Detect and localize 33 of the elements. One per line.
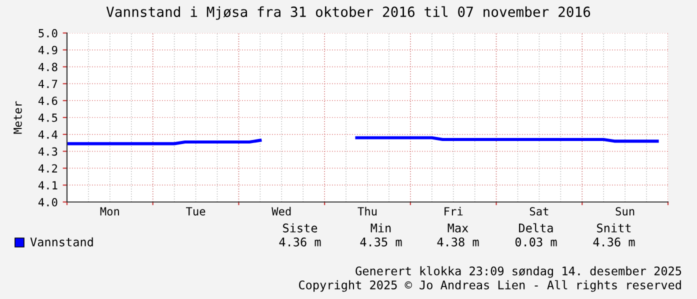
x-tick-label: Sat bbox=[530, 207, 548, 216]
text: Min bbox=[370, 223, 391, 232]
text: 4.36 m bbox=[279, 238, 321, 246]
text: Generert klokka 23:09 søndag 14. desember 2025 bbox=[356, 266, 682, 278]
y-tick-label: 5.0 bbox=[38, 29, 58, 38]
text: Siste bbox=[283, 223, 318, 232]
y-tick-label: 4.3 bbox=[38, 147, 58, 156]
x-tick-label: Sun bbox=[616, 207, 634, 216]
y-tick-label: 4.5 bbox=[38, 114, 58, 122]
text: 4.35 m bbox=[360, 238, 402, 246]
x-tick-label: Wed bbox=[272, 206, 291, 216]
legend-label: Vannstand bbox=[30, 237, 93, 246]
chart-title: Vannstand i Mjøsa fra 31 oktober 2016 til 07 november 2016 bbox=[106, 6, 590, 20]
text: Snitt bbox=[597, 223, 631, 232]
text: Delta bbox=[519, 223, 553, 232]
text: 4.38 m bbox=[437, 238, 479, 246]
text: Max bbox=[448, 224, 468, 232]
y-tick-label: 4.1 bbox=[38, 181, 58, 190]
y-tick-label: 4.9 bbox=[38, 46, 58, 54]
x-tick-label: Mon bbox=[100, 207, 119, 216]
y-tick-label: 4.8 bbox=[38, 62, 58, 72]
x-tick-label: Thu bbox=[358, 206, 377, 216]
y-tick-label: 4.6 bbox=[38, 96, 58, 106]
y-tick-label: 4.2 bbox=[38, 164, 58, 172]
x-tick-label: Tue bbox=[186, 207, 206, 216]
y-tick-label: 4.4 bbox=[38, 130, 58, 139]
y-axis-title: Meter bbox=[14, 101, 22, 134]
x-tick-label: Fri bbox=[444, 206, 463, 216]
y-tick-label: 4.0 bbox=[38, 198, 58, 206]
text: 4.36 m bbox=[593, 238, 635, 246]
text: 0.03 m bbox=[515, 238, 557, 246]
y-tick-label: 4.7 bbox=[38, 80, 58, 88]
text: Copyright 2025 © Jo Andreas Lien - All rights reserved bbox=[299, 280, 681, 292]
